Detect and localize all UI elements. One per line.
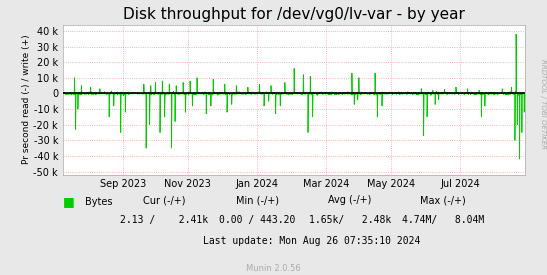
Text: Cur (-/+): Cur (-/+) — [143, 195, 185, 205]
Text: 2.13 /    2.41k: 2.13 / 2.41k — [120, 214, 208, 224]
Text: Min (-/+): Min (-/+) — [236, 195, 278, 205]
Text: Munin 2.0.56: Munin 2.0.56 — [246, 264, 301, 273]
Text: 4.74M/   8.04M: 4.74M/ 8.04M — [402, 214, 484, 224]
Title: Disk throughput for /dev/vg0/lv-var - by year: Disk throughput for /dev/vg0/lv-var - by… — [123, 7, 465, 22]
Y-axis label: Pr second read (-) / write (+): Pr second read (-) / write (+) — [22, 35, 31, 164]
Text: Avg (-/+): Avg (-/+) — [328, 195, 372, 205]
Text: RRDTOOL / TOBI OETIKER: RRDTOOL / TOBI OETIKER — [540, 59, 546, 150]
Text: 0.00 / 443.20: 0.00 / 443.20 — [219, 214, 295, 224]
Text: Max (-/+): Max (-/+) — [420, 195, 466, 205]
Text: Last update: Mon Aug 26 07:35:10 2024: Last update: Mon Aug 26 07:35:10 2024 — [203, 236, 421, 246]
Text: Bytes: Bytes — [85, 197, 112, 207]
Text: 1.65k/   2.48k: 1.65k/ 2.48k — [309, 214, 391, 224]
Text: ■: ■ — [63, 195, 74, 208]
